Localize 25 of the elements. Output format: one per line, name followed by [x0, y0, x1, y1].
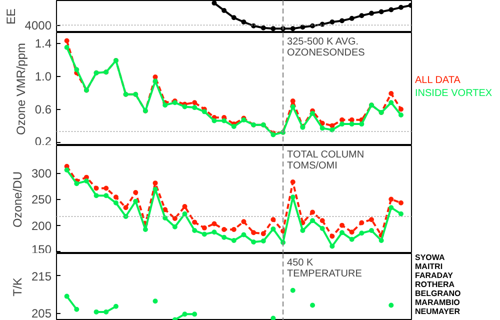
text: NEUMAYER: [415, 307, 461, 316]
y-axis-title: T/K: [10, 278, 24, 296]
y-axis-title: Ozone VMR/ppm: [14, 42, 28, 136]
y-tick-label: 205: [31, 306, 52, 320]
y-tick-label: 300: [31, 166, 52, 181]
annotation: 325-500 K AVG. OZONESONDES: [287, 36, 366, 58]
y-tick-label: 200: [31, 218, 52, 233]
text: SYOWA: [415, 253, 446, 262]
text: ALL DATA: [415, 74, 462, 87]
annotation: 450 K TEMPERATURE: [287, 258, 362, 280]
y-tick-label: 1.4: [34, 36, 52, 51]
text: MARAMBIO: [415, 298, 461, 307]
y-tick-label: 250: [31, 192, 52, 207]
text: MAITRI: [415, 262, 444, 271]
y-axis-title: EE: [4, 8, 18, 25]
y-axis-title: Ozone/DU: [10, 171, 24, 228]
y-tick-label: 1.0: [34, 70, 52, 84]
text: 4000: [24, 18, 52, 33]
text: BELGRANO: [415, 289, 461, 298]
annotation: TOTAL COLUMN TOMS/OMI: [287, 150, 364, 172]
text: FARADAY: [415, 271, 454, 280]
y-tick-label: 0.6: [34, 102, 52, 117]
text: ROTHERA: [415, 280, 456, 289]
series-label: INSIDE VORTEX: [415, 87, 492, 100]
y-tick-label: 215: [31, 269, 52, 284]
